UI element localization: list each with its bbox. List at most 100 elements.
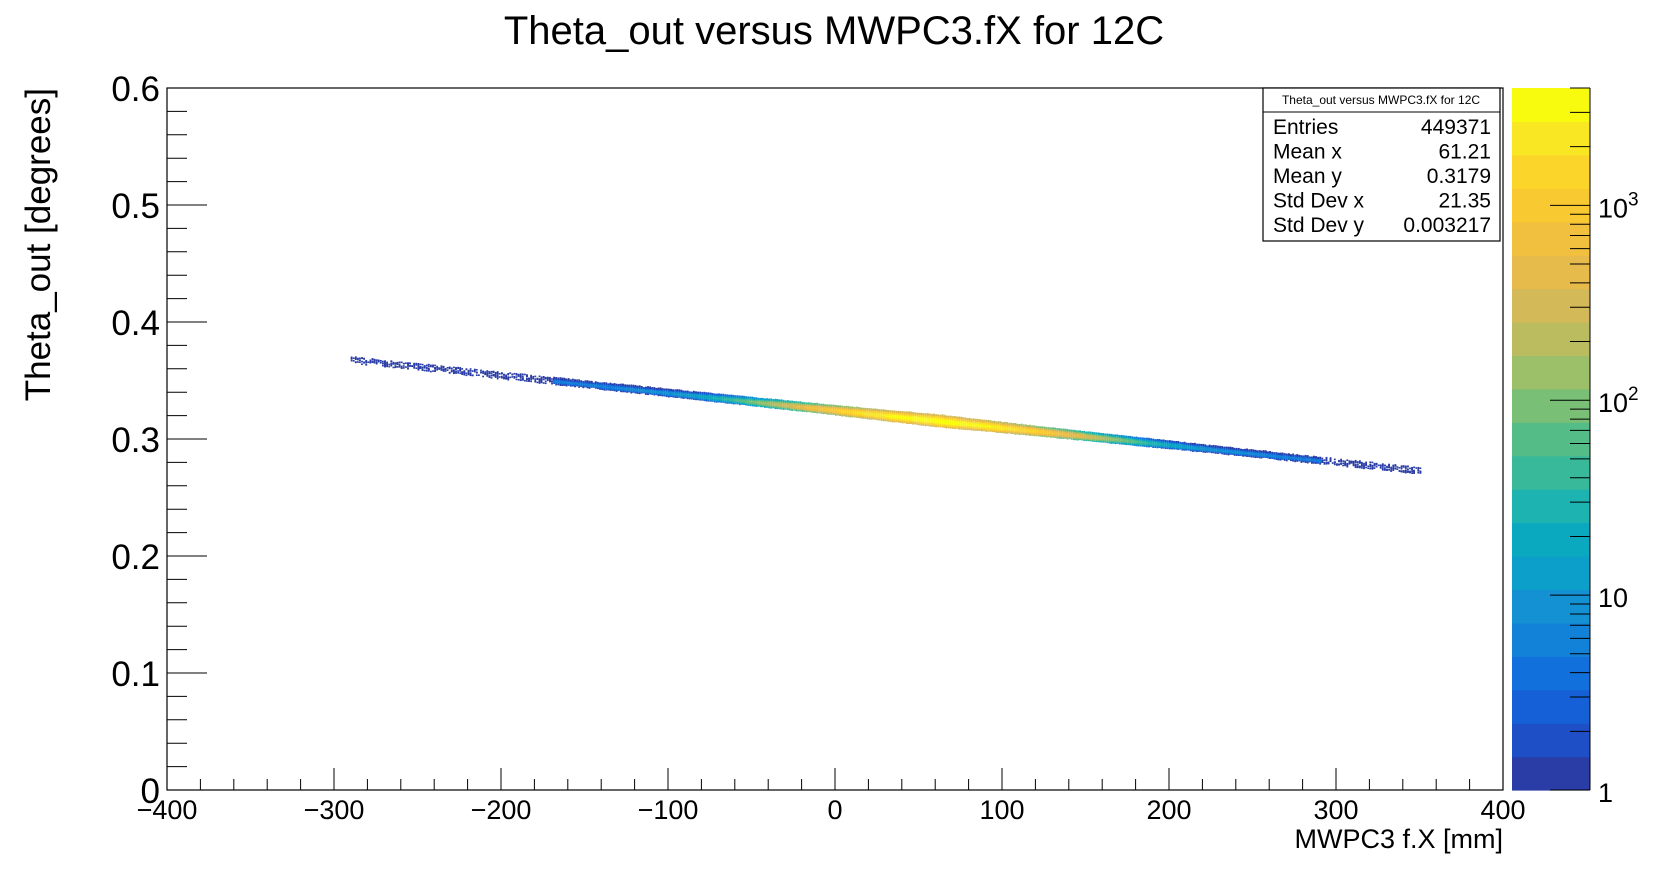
heatmap-cell: [870, 411, 873, 414]
heatmap-cell: [868, 410, 871, 412]
heatmap-cell: [453, 371, 455, 374]
heatmap-cell: [371, 358, 374, 361]
heatmap-cell: [924, 417, 927, 419]
heatmap-cell: [784, 404, 787, 407]
heatmap-cell: [926, 418, 929, 421]
heatmap-cell: [991, 420, 994, 423]
heatmap-cell: [787, 404, 789, 406]
heatmap-cell: [651, 387, 654, 389]
heatmap-cell: [958, 416, 960, 419]
heatmap-cell: [682, 393, 685, 395]
heatmap-cell: [941, 416, 944, 419]
heatmap-cell: [400, 361, 403, 364]
heatmap-cell: [974, 428, 977, 430]
heatmap-cell: [864, 413, 866, 415]
heatmap-cell: [678, 389, 681, 391]
heatmap-cell: [563, 379, 566, 381]
heatmap-cell: [586, 380, 589, 382]
heatmap-cell: [1033, 426, 1036, 429]
heatmap-cell: [1016, 432, 1019, 434]
heatmap-cell: [615, 383, 618, 386]
heatmap-cell: [515, 376, 518, 378]
heatmap-cell: [974, 425, 977, 427]
heatmap-cell: [361, 360, 363, 363]
heatmap-cell: [943, 420, 946, 423]
heatmap-cell: [891, 413, 894, 415]
heatmap-cell: [446, 367, 449, 369]
heatmap-cell: [960, 423, 963, 426]
heatmap-cell: [810, 402, 812, 405]
heatmap-cell: [636, 390, 639, 392]
heatmap-cell: [354, 356, 357, 358]
heatmap-cell: [632, 386, 635, 388]
heatmap-cell: [991, 427, 994, 429]
heatmap-cell: [559, 384, 562, 386]
heatmap-cell: [908, 422, 910, 425]
heatmap-cell: [519, 379, 522, 381]
heatmap-cell: [868, 417, 871, 420]
heatmap-cell: [931, 420, 933, 423]
heatmap-cell: [511, 373, 514, 376]
heatmap-cell: [436, 369, 439, 371]
heatmap-cell: [862, 412, 864, 415]
heatmap-cell: [732, 394, 735, 397]
heatmap-cell: [933, 414, 935, 416]
heatmap-cell: [559, 377, 562, 379]
heatmap-cell: [1029, 429, 1031, 432]
heatmap-cell: [966, 418, 969, 420]
heatmap-cell: [578, 386, 580, 388]
heatmap-cell: [995, 429, 998, 431]
heatmap-cell: [939, 421, 942, 423]
heatmap-cell: [832, 404, 835, 407]
heatmap-cell: [866, 416, 869, 419]
heatmap-cell: [847, 405, 850, 408]
heatmap-cell: [868, 413, 871, 415]
heatmap-cell: [457, 370, 459, 372]
heatmap-cell: [501, 375, 503, 378]
heatmap-cell: [425, 364, 428, 367]
heatmap-cell: [766, 399, 768, 402]
heatmap-cell: [885, 412, 887, 414]
heatmap-cell: [933, 415, 935, 417]
heatmap-cell: [868, 408, 871, 410]
heatmap-cell: [997, 424, 1000, 427]
heatmap-cell: [899, 416, 902, 419]
heatmap-cell: [822, 407, 825, 409]
heatmap-cell: [444, 370, 447, 372]
heatmap-cell: [363, 361, 365, 364]
heatmap-cell: [860, 410, 862, 413]
heatmap-cell: [855, 410, 858, 412]
heatmap-cell: [1050, 429, 1052, 431]
heatmap-cell: [835, 410, 837, 412]
heatmap-cell: [668, 390, 670, 392]
heatmap-cell: [365, 359, 368, 362]
heatmap-cell: [626, 384, 629, 387]
heatmap-cell: [736, 398, 739, 400]
heatmap-cell: [492, 370, 495, 373]
heatmap-cell: [1029, 425, 1031, 428]
heatmap-cell: [392, 363, 395, 365]
heatmap-cell: [989, 423, 992, 425]
heatmap-cell: [889, 412, 892, 415]
heatmap-cell: [649, 387, 651, 389]
heatmap-cell: [739, 395, 741, 398]
heatmap-cell: [494, 373, 497, 376]
heatmap-cell: [951, 416, 954, 418]
heatmap-cell: [789, 400, 791, 403]
heatmap-cell: [924, 424, 927, 427]
heatmap-cell: [849, 410, 852, 412]
heatmap-cell: [939, 423, 942, 425]
heatmap-cell: [400, 366, 403, 369]
heatmap-cell: [467, 369, 470, 372]
heatmap-cell: [926, 412, 929, 415]
heatmap-cell: [922, 413, 925, 415]
heatmap-cell: [609, 389, 612, 391]
heatmap-cell: [622, 390, 624, 393]
heatmap-cell: [540, 376, 543, 379]
heatmap-cell: [1029, 424, 1031, 427]
heatmap-cell: [636, 385, 639, 388]
heatmap-cell: [488, 375, 491, 377]
heatmap-cell: [818, 407, 821, 409]
heatmap-cell: [521, 373, 524, 376]
heatmap-cell: [553, 378, 555, 380]
